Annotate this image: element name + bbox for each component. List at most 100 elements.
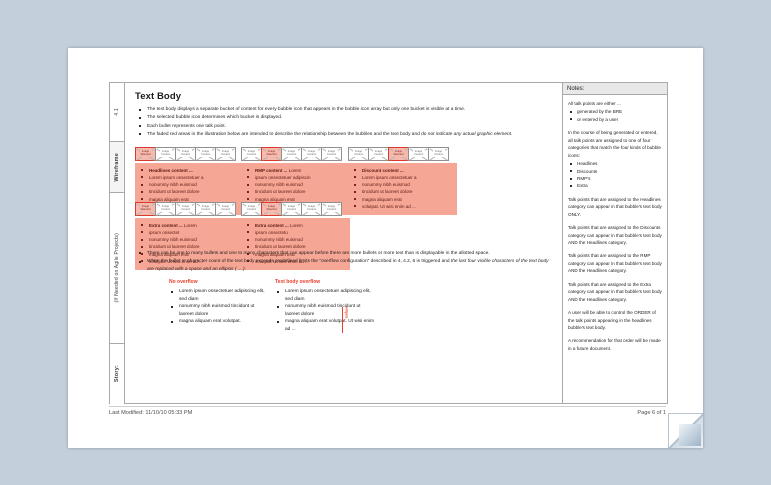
notes-paragraph-5: A user will be able to control the ORDER… [568, 310, 656, 330]
bubble-icon[interactable]: Image Content [155, 201, 176, 216]
bubble-icon-array[interactable]: Image Selected Image Content Image Content Ima… [135, 146, 236, 161]
bubble-icon-label: Image Content [325, 149, 338, 158]
notes-header: Notes: [563, 83, 667, 95]
bubble-icon[interactable]: Image Content [348, 146, 369, 161]
bubble-icon-selected[interactable]: Image Selected [261, 146, 282, 161]
card-line-label: RMP content ... [255, 167, 288, 173]
notes-intro: All talk points are either ... [568, 101, 621, 106]
illustration-area: Image Selected Image Content Image Content Ima… [135, 146, 554, 271]
card-line: tincidunt ut laoreet dolore [246, 188, 345, 195]
bubble-icon[interactable]: Image Content [321, 201, 342, 216]
overflow-example-2: Text body overflow Lorem ipsum onsectetue… [275, 279, 375, 333]
card-line: volutpat. Ut wisi enim ad ... [353, 203, 452, 210]
bubble-icon-array[interactable]: Image Content Image Selected Image Content Ima… [241, 146, 342, 161]
overflow-example-list: Lorem ipsum onsectetuer adipiscing elit,… [275, 288, 375, 333]
list-item: nonummy nibh euismod tincidunt ut laoree… [275, 303, 375, 318]
bubble-icon[interactable]: Image Content [195, 146, 216, 161]
card-line: magna aliquam erat [246, 251, 345, 258]
list-item: nonummy nibh euismod tincidunt ut laoree… [169, 303, 269, 318]
card-line: magna aliquam erat [246, 196, 345, 203]
rail-story-label: Story: [114, 365, 120, 383]
ellipsis-callout: ellipsis [342, 307, 348, 334]
bubble-icon[interactable]: Image Content [301, 146, 322, 161]
bubble-icon-label: Image Selected [265, 204, 278, 213]
rail-cell-number: 4.1 [110, 83, 124, 142]
bubble-icon[interactable]: Image Content [155, 146, 176, 161]
card-line: tincidunt ut laoreet dolore [140, 188, 239, 195]
list-item: Discounts [568, 168, 662, 175]
bubble-icon[interactable]: Image Content [241, 146, 262, 161]
text-body-bullet-list: The text body displays a separate bucket… [135, 106, 554, 139]
bubble-icon-label: Image Content [179, 149, 192, 158]
bubble-icon-label: Image Content [325, 204, 338, 213]
text-body-heading: Text Body [135, 91, 182, 102]
bubble-icon-selected[interactable]: Image Selected [388, 146, 409, 161]
bubble-icon-selected[interactable]: Image Selected [135, 146, 156, 161]
bubble-icon-selected[interactable]: Image Selected [261, 201, 282, 216]
notes-paragraph-3: Talk points that are assigned to the RMP… [568, 253, 662, 274]
card-line: tincidunt ut laoreet dolore [246, 243, 345, 250]
rail-cell-story: Story: [110, 344, 124, 404]
main-content: Text Body The text body displays a separ… [125, 83, 562, 403]
card-line-label: Headlines content ... [149, 167, 193, 173]
list-item: generated by the BRE [568, 108, 662, 115]
card-line: ipsum onsectetu [246, 229, 345, 236]
bubble-icon[interactable]: Image Content [215, 146, 236, 161]
bubble-icon[interactable]: Image Content [281, 146, 302, 161]
bubble-icon-label: Image Content [199, 204, 212, 213]
bubble-icon[interactable]: Image Content [281, 201, 302, 216]
document-frame: 4.1 Wireframe (If Needed on Agile Projec… [109, 82, 668, 404]
bubble-icon[interactable]: Image Content [215, 201, 236, 216]
overflow-example-title: No overflow [169, 279, 198, 286]
bubble-icon-label: Image Content [245, 204, 258, 213]
list-item: The selected bubble icon determines whic… [135, 114, 554, 122]
card-line-list: Extra content ... Lorem ipsum onsectet non… [140, 222, 239, 266]
rail-wireframe-label: Wireframe [114, 152, 120, 182]
bubble-icon-label: Image Content [412, 149, 425, 158]
notes-paragraph-4: Talk points that are assigned to the Ext… [568, 281, 662, 302]
rail-cell-subtitle: (If Needed on Agile Projects) [110, 193, 124, 344]
card-line-list: Discount content ... Lorem ipsum onsectet… [353, 167, 452, 211]
card-line: volutpat. Ut wisi enim ad ... [140, 258, 239, 265]
bubble-icon-array[interactable]: Image Content Image Content Image Selected Ima… [348, 146, 449, 161]
bubble-icon-label: Image Content [352, 149, 365, 158]
bubble-icon[interactable]: Image Content [175, 201, 196, 216]
list-item: magna aliquam erat volutpat. [169, 318, 269, 325]
bubble-icon[interactable]: Image Content [428, 146, 449, 161]
bubble-icon[interactable]: Image Content [408, 146, 429, 161]
bubble-icon-label: Image Selected [265, 149, 278, 158]
bubble-icon-array[interactable]: Image Selected Image Content Image Content Ima… [135, 201, 236, 216]
bubble-icon-selected[interactable]: Image Selected [135, 201, 156, 216]
overflow-example-1: No overflow Lorem ipsum onsectetuer adipi… [169, 279, 269, 325]
rail-number-label: 4.1 [114, 108, 120, 116]
bubble-icon-label: Image Content [159, 149, 172, 158]
bubble-icon[interactable]: Image Content [175, 146, 196, 161]
discount-content-card: Discount content ... Lorem ipsum onsectet… [348, 162, 457, 216]
list-item: There can be one to many bullets and one… [135, 250, 554, 258]
card-line: nonummy nibh euismod [353, 181, 452, 188]
card-line: Lorem ipsum onsectetuer a [140, 174, 239, 181]
document-footer: Last Modified: 11/10/10 05:33 PM Page 6 … [109, 406, 666, 416]
card-line: nonummy nibh euismod [246, 181, 345, 188]
page-sheet: 4.1 Wireframe (If Needed on Agile Projec… [68, 48, 703, 448]
bubble-icon-label: Image Content [179, 204, 192, 213]
card-line: tincidunt ut laoreet dolore [353, 188, 452, 195]
overflow-examples-area: No overflow Lorem ipsum onsectetuer adipi… [135, 279, 554, 337]
left-tab-rail: 4.1 Wireframe (If Needed on Agile Projec… [110, 83, 125, 404]
overflow-example-title: Text body overflow [275, 279, 321, 286]
extra-content-card-2: Extra content ... Lorem ipsum onsectetu no… [241, 217, 350, 271]
bubble-icon-array[interactable]: Image Content Image Selected Image Content Ima… [241, 201, 342, 216]
notes-categories-paragraph: In the course of being generated or ente… [568, 130, 661, 158]
card-line: magna aliquam erat [140, 196, 239, 203]
bubble-icon-label: Image Content [305, 204, 318, 213]
list-item: The text body displays a separate bucket… [135, 106, 554, 114]
bubble-icon[interactable]: Image Content [301, 201, 322, 216]
notes-paragraph-1: Talk points that are assigned to the Hea… [568, 196, 662, 217]
card-line: Extra content ... Lorem [140, 222, 239, 229]
bubble-icon[interactable]: Image Content [368, 146, 389, 161]
bubble-icon[interactable]: Image Content [241, 201, 262, 216]
bubble-icon[interactable]: Image Content [195, 201, 216, 216]
bubble-icon[interactable]: Image Content [321, 146, 342, 161]
card-line: Extra content ... Lorem [246, 222, 345, 229]
